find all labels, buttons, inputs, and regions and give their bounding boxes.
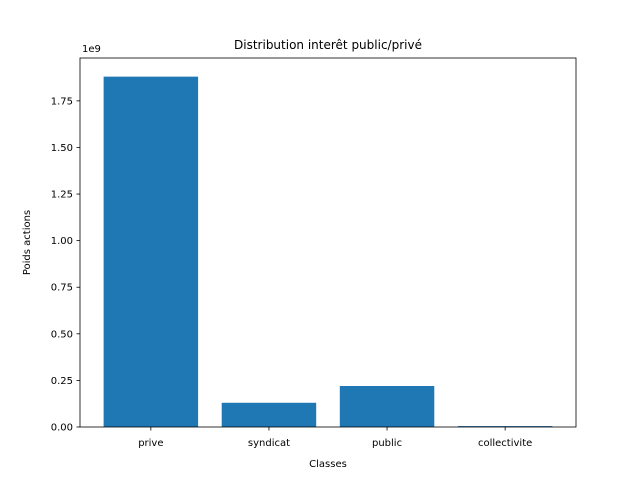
y-axis: 0.00 0.25 0.50 0.75 1.00 1.25 1.50 1.75 bbox=[51, 96, 80, 434]
y-tick-label: 0.00 bbox=[51, 423, 73, 434]
bars-group bbox=[103, 76, 553, 428]
y-tick-label: 1.25 bbox=[51, 190, 73, 201]
y-tick-label: 1.00 bbox=[51, 236, 73, 247]
y-tick-label: 1.75 bbox=[51, 96, 73, 107]
y-tick-label: 1.50 bbox=[51, 143, 73, 154]
bar-collectivite bbox=[457, 426, 553, 427]
y-axis-title: Poids actions bbox=[22, 210, 33, 275]
bar-prive bbox=[103, 76, 199, 428]
bar-public bbox=[339, 386, 435, 427]
bar-syndicat bbox=[221, 402, 317, 427]
x-tick-label: collectivite bbox=[478, 438, 532, 449]
x-axis-title: Classes bbox=[309, 459, 347, 470]
y-tick-label: 0.50 bbox=[51, 329, 73, 340]
y-tick-label: 0.75 bbox=[51, 283, 73, 294]
x-tick-label: syndicat bbox=[248, 438, 290, 449]
y-tick-label: 0.25 bbox=[51, 376, 73, 387]
y-offset-label: 1e9 bbox=[82, 44, 101, 55]
chart-title: Distribution interêt public/privé bbox=[234, 38, 422, 52]
x-tick-label: prive bbox=[138, 438, 163, 449]
x-axis: prive syndicat public collectivite bbox=[138, 427, 532, 449]
x-tick-label: public bbox=[372, 438, 402, 449]
plot-frame bbox=[79, 57, 577, 428]
